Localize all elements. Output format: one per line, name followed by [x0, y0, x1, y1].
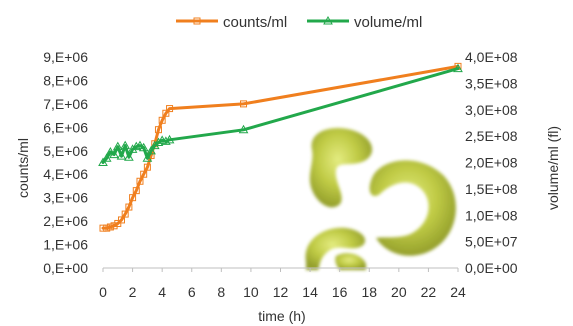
data-point-volume — [142, 153, 153, 162]
series-counts — [99, 62, 462, 232]
y-right-tick-label: 3,5E+08 — [465, 75, 518, 91]
data-point-volume — [161, 136, 171, 145]
x-axis-label: time (h) — [258, 308, 305, 324]
data-point-counts — [240, 100, 248, 108]
data-point-counts — [106, 223, 114, 231]
y-right-tick-label: 3,0E+08 — [465, 102, 518, 118]
cell-bottom-fragment — [335, 253, 366, 270]
data-point-counts — [162, 109, 170, 117]
series-volume — [98, 63, 463, 166]
y-left-tick-label: 8,E+06 — [43, 72, 88, 88]
x-tick-label: 6 — [188, 284, 196, 300]
data-point-counts — [166, 105, 174, 113]
data-point-volume — [124, 152, 134, 161]
data-point-counts — [140, 170, 148, 178]
data-point-counts — [132, 187, 140, 195]
data-point-counts — [143, 163, 151, 171]
cell-top-left — [309, 128, 373, 208]
data-point-counts — [158, 116, 166, 124]
cell-bottom-left — [305, 227, 366, 270]
y-left-tick-label: 0,E+00 — [43, 260, 88, 276]
x-tick-label: 24 — [450, 284, 466, 300]
data-point-counts — [136, 177, 144, 185]
data-point-volume — [101, 153, 112, 162]
legend-item-counts: counts/ml — [176, 14, 287, 31]
data-point-counts — [114, 219, 122, 227]
data-point-volume — [120, 140, 131, 150]
data-point-volume — [116, 151, 127, 160]
y-left-tick-label: 5,E+06 — [43, 143, 88, 159]
data-point-volume — [98, 157, 108, 166]
data-point-counts — [99, 224, 107, 232]
legend-volume-label: volume/ml — [354, 14, 422, 31]
data-point-volume — [112, 141, 123, 151]
legend-counts-marker — [193, 17, 201, 25]
data-point-counts — [121, 210, 129, 218]
data-point-volume — [153, 137, 164, 146]
y-axis-right-label: volume/ml (fl) — [545, 126, 561, 210]
axes: 0 2 4 6 8 10 12 14 16 18 20 22 240,E+001,E+062,E+063… — [43, 49, 518, 300]
y-right-tick-label: 5,0E+07 — [465, 234, 518, 250]
y-left-tick-label: 1,E+06 — [43, 237, 88, 253]
data-point-counts — [117, 216, 125, 224]
x-tick-label: 22 — [421, 284, 437, 300]
data-point-counts — [110, 222, 118, 230]
series-layer — [98, 62, 463, 232]
series-line-counts — [101, 64, 460, 230]
x-tick-label: 14 — [302, 284, 318, 300]
y-right-tick-label: 1,5E+08 — [465, 181, 518, 197]
y-left-tick-label: 3,E+06 — [43, 190, 88, 206]
data-point-volume — [105, 146, 116, 156]
x-tick-label: 20 — [391, 284, 407, 300]
data-point-volume — [109, 149, 119, 159]
data-point-volume — [146, 145, 156, 155]
x-tick-label: 0 — [99, 284, 107, 300]
data-point-volume — [135, 140, 145, 150]
y-right-tick-label: 4,0E+08 — [465, 49, 518, 65]
x-tick-label: 8 — [217, 284, 225, 300]
y-right-tick-label: 1,0E+08 — [465, 207, 518, 223]
data-point-counts — [103, 224, 111, 232]
y-left-tick-label: 9,E+06 — [43, 49, 88, 65]
x-tick-label: 18 — [361, 284, 377, 300]
y-left-tick-label: 6,E+06 — [43, 119, 88, 135]
x-tick-label: 2 — [129, 284, 137, 300]
x-tick-label: 4 — [158, 284, 166, 300]
cell-micrograph-image — [305, 128, 456, 270]
data-point-volume — [127, 144, 138, 153]
y-left-tick-label: 7,E+06 — [43, 96, 88, 112]
legend-item-volume: volume/ml — [307, 14, 422, 31]
y-right-tick-label: 0,0E+00 — [465, 260, 518, 276]
y-left-tick-label: 4,E+06 — [43, 166, 88, 182]
data-point-volume — [238, 124, 249, 134]
legend: counts/ml volume/ml — [176, 14, 422, 31]
y-left-tick-label: 2,E+06 — [43, 213, 88, 229]
data-point-volume — [138, 142, 149, 152]
x-tick-label: 10 — [243, 284, 259, 300]
data-point-counts — [154, 126, 162, 134]
y-right-tick-label: 2,0E+08 — [465, 155, 518, 171]
legend-counts-label: counts/ml — [223, 14, 287, 31]
data-point-volume — [164, 134, 175, 144]
x-tick-label: 16 — [332, 284, 348, 300]
data-point-volume — [131, 141, 142, 151]
x-tick-label: 12 — [273, 284, 289, 300]
data-point-counts — [129, 194, 137, 202]
cell-right-crescent — [369, 160, 456, 256]
data-point-volume — [453, 63, 463, 73]
y-right-tick-label: 2,5E+08 — [465, 128, 518, 144]
data-point-counts — [125, 203, 133, 211]
y-axis-left-label: counts/ml — [15, 138, 31, 198]
legend-volume-marker — [323, 15, 333, 25]
